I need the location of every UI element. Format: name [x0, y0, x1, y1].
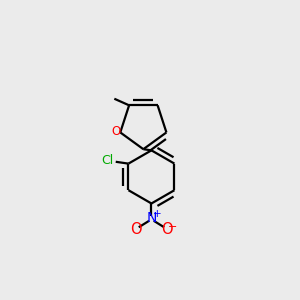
Text: Cl: Cl — [101, 154, 113, 167]
Text: O: O — [130, 222, 142, 237]
Text: +: + — [153, 209, 161, 219]
Text: O: O — [160, 222, 172, 237]
Text: −: − — [168, 222, 178, 232]
Text: O: O — [112, 125, 121, 138]
Text: N: N — [146, 212, 157, 226]
